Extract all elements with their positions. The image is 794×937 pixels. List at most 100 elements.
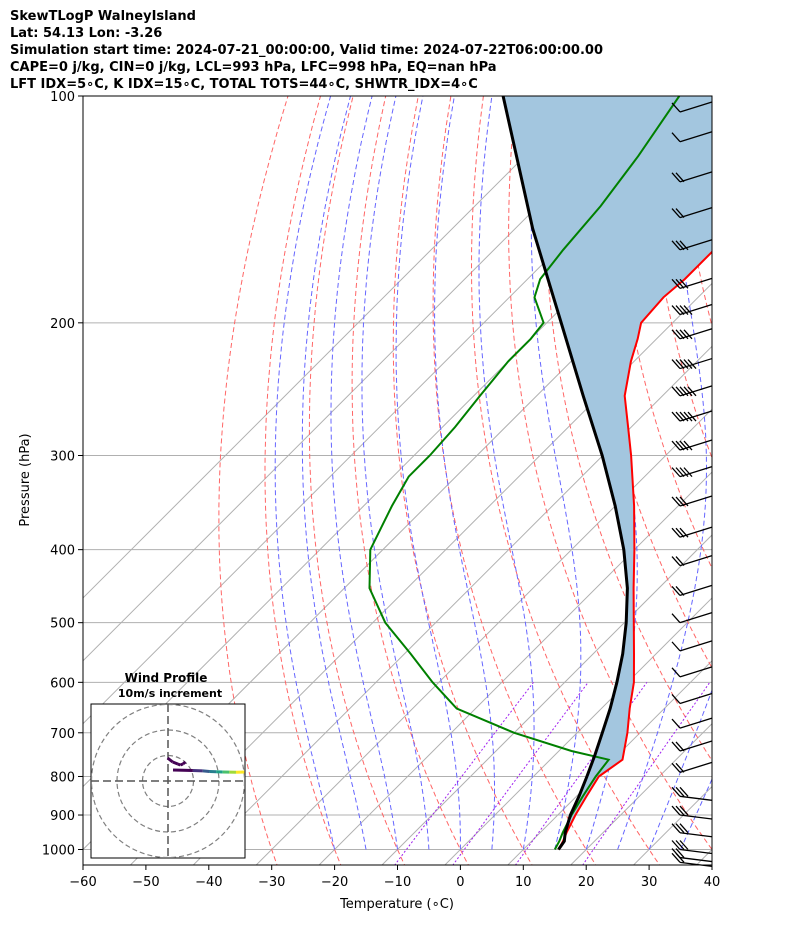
hodograph-segment	[177, 762, 181, 767]
dry-adiabat	[264, 96, 342, 865]
moist-adiabat	[361, 96, 430, 850]
moist-adiabat	[274, 96, 336, 850]
moist-adiabat	[330, 96, 398, 850]
wind-barb	[671, 495, 713, 507]
y-tick-label: 1000	[42, 844, 75, 859]
dry-adiabat	[508, 96, 712, 851]
dry-adiabat	[777, 96, 794, 869]
isotherm	[569, 722, 712, 865]
wind-barb	[671, 131, 713, 143]
dry-adiabat	[470, 96, 661, 865]
dry-adiabat	[432, 96, 597, 865]
moist-adiabat	[395, 96, 461, 850]
wind-barb	[671, 823, 713, 838]
wind-barb	[671, 206, 713, 219]
y-tick-label: 800	[50, 770, 75, 785]
x-tick-label: 40	[704, 875, 721, 890]
hodograph-segment	[166, 756, 174, 764]
dry-adiabat	[308, 96, 406, 865]
wind-barb	[671, 303, 713, 316]
wind-barb	[671, 840, 713, 855]
isotherm	[444, 597, 712, 865]
hodograph-segment	[172, 760, 179, 766]
wind-barb	[671, 740, 713, 752]
wind-barb	[671, 584, 713, 597]
hodograph-title: Wind Profile	[125, 671, 208, 685]
hodograph-segment	[181, 760, 187, 766]
x-tick-label: −30	[258, 875, 285, 890]
wind-barb	[671, 717, 713, 729]
wind-barb	[671, 171, 713, 183]
moist-adiabat	[434, 96, 495, 850]
location-line: Lat: 54.13 Lon: -3.26	[10, 26, 163, 41]
isotherm	[318, 471, 712, 865]
wind-barb	[671, 761, 713, 773]
mixing-ratio-line	[582, 682, 711, 865]
moist-adiabat	[617, 96, 707, 850]
moist-adiabat	[648, 688, 712, 850]
moist-adiabat	[680, 777, 712, 850]
wind-barb	[671, 466, 713, 478]
y-tick-label: 900	[50, 809, 75, 824]
cape-line: CAPE=0 j/kg, CIN=0 j/kg, LCL=993 hPa, LF…	[10, 60, 497, 75]
wind-barb	[671, 101, 713, 113]
wind-barb	[671, 410, 713, 422]
wind-barb	[671, 357, 713, 370]
y-axis-label: Pressure (hPa)	[18, 433, 33, 526]
x-tick-label: 20	[578, 875, 595, 890]
mixing-ratio-line	[394, 681, 534, 865]
wind-barb	[671, 666, 713, 678]
hodograph-segment	[202, 769, 210, 773]
x-tick-label: 30	[641, 875, 658, 890]
wind-barb	[671, 848, 713, 863]
isotherm	[83, 96, 586, 599]
hodograph-segment	[179, 762, 184, 767]
y-tick-label: 500	[50, 617, 75, 632]
time-line: Simulation start time: 2024-07-21_00:00:…	[10, 43, 603, 58]
hodograph-ring	[91, 704, 245, 858]
wind-barb	[671, 786, 713, 801]
parcel-profile	[501, 96, 629, 851]
dry-adiabat	[544, 96, 712, 762]
isotherm	[129, 282, 712, 865]
dry-adiabat	[645, 96, 712, 460]
dewpoint-profile	[368, 96, 681, 850]
dry-adiabat	[711, 96, 712, 110]
dry-adiabat	[392, 96, 533, 865]
y-tick-label: 300	[50, 450, 75, 465]
wind-barb	[671, 805, 713, 820]
temperature-profile	[557, 250, 712, 850]
x-tick-label: 10	[515, 875, 532, 890]
dry-adiabat	[218, 96, 289, 865]
chart-title: SkewTLogP WalneyIsland	[10, 9, 196, 24]
isotherm	[255, 408, 712, 865]
wind-barb	[671, 554, 713, 567]
isotherm	[192, 345, 712, 865]
isotherm	[507, 660, 712, 865]
y-tick-label: 700	[50, 727, 75, 742]
dry-adiabat	[351, 96, 469, 865]
isotherm	[83, 96, 649, 662]
moist-adiabat	[530, 96, 582, 850]
moist-adiabat	[478, 96, 535, 850]
moist-adiabat	[301, 96, 367, 850]
wind-barb	[671, 277, 713, 289]
wind-barb	[671, 385, 713, 397]
isotherm	[381, 534, 712, 865]
x-tick-label: 0	[456, 875, 464, 890]
wind-barb	[671, 239, 713, 251]
wind-barb	[671, 612, 713, 624]
wind-barb	[671, 526, 713, 538]
hodograph-subtitle: 10m/s increment	[118, 687, 222, 700]
x-axis-label: Temperature (∘C)	[339, 897, 454, 912]
dry-adiabat	[612, 96, 712, 570]
y-tick-label: 600	[50, 676, 75, 691]
wind-barb	[671, 439, 713, 451]
x-tick-label: −60	[69, 875, 96, 890]
y-tick-label: 100	[50, 90, 75, 105]
y-tick-label: 400	[50, 544, 75, 559]
wind-barb	[671, 692, 713, 705]
x-tick-label: −40	[195, 875, 222, 890]
